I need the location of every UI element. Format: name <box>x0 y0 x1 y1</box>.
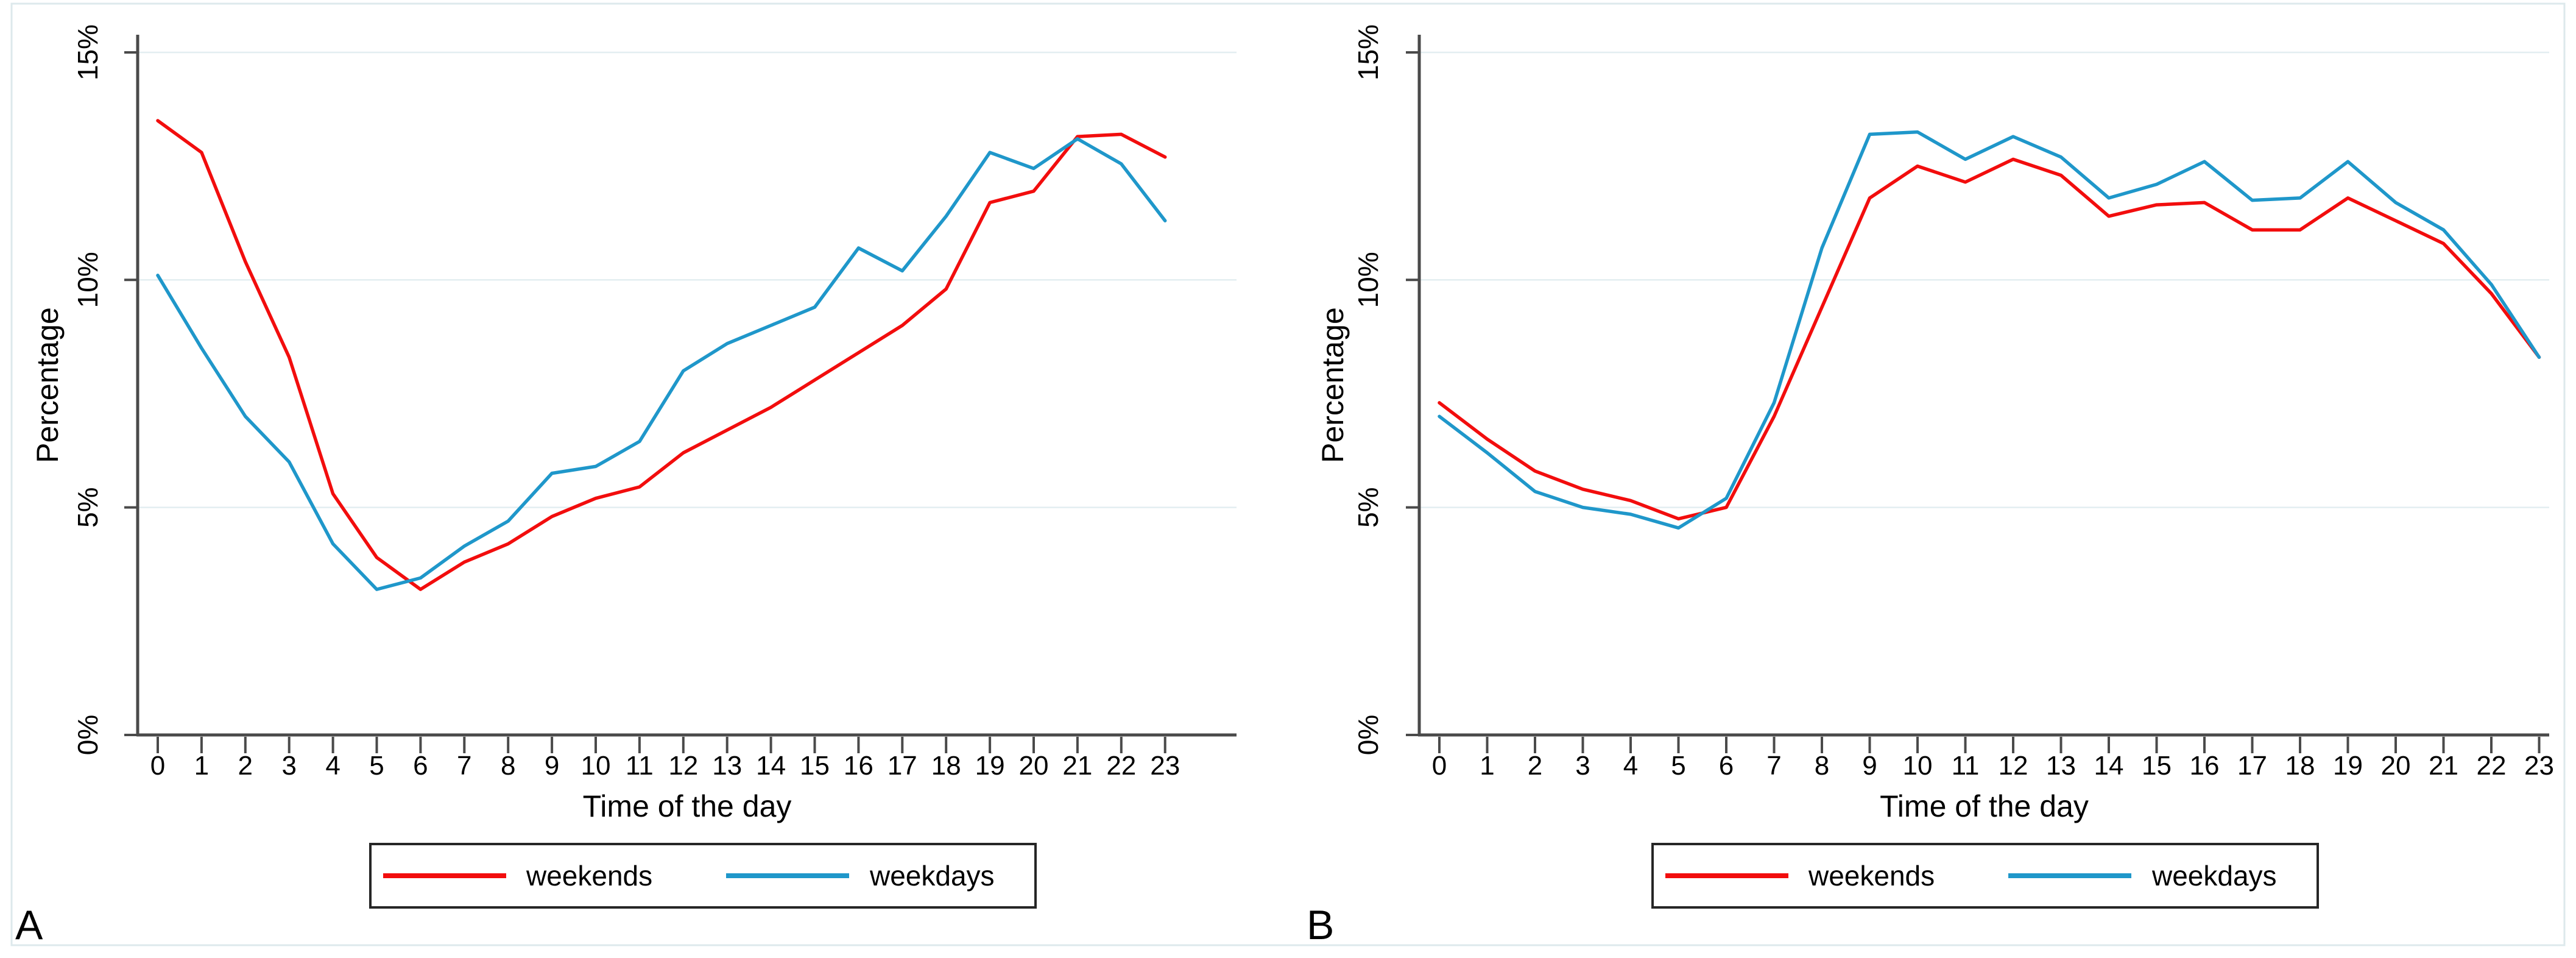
panel-b-legend-label-weekdays: weekdays <box>2151 860 2277 892</box>
panel-a-x-tick-label-0: 0 <box>150 751 165 781</box>
panel-a-x-tick-label-17: 17 <box>887 751 917 781</box>
panel-b-x-tick-label-8: 8 <box>1815 751 1829 781</box>
panel-b-x-tick-label-14: 14 <box>2094 751 2124 781</box>
panel-b-x-tick-label-5: 5 <box>1671 751 1685 781</box>
panel-a-x-tick-label-20: 20 <box>1019 751 1049 781</box>
panel-a-y-axis-title: Percentage <box>30 307 65 463</box>
panel-b-x-tick-label-19: 19 <box>2333 751 2363 781</box>
panel-b-line-weekends <box>1438 157 2541 521</box>
panel-b-x-tick-label-20: 20 <box>2381 751 2411 781</box>
panel-a-x-tick-label-5: 5 <box>369 751 384 781</box>
panel-a-y-tick-label-0: 0% <box>72 715 104 755</box>
panel-a-x-tick-label-21: 21 <box>1062 751 1092 781</box>
panel-a-line-weekends <box>156 119 1167 591</box>
panel-b-x-tick-label-1: 1 <box>1480 751 1494 781</box>
panel-b-x-tick-label-15: 15 <box>2142 751 2172 781</box>
panel-a-x-tick-label-14: 14 <box>756 751 786 781</box>
panel-a-x-tick-label-22: 22 <box>1106 751 1136 781</box>
panel-b-x-tick-label-4: 4 <box>1623 751 1638 781</box>
panel-b-x-tick-label-6: 6 <box>1719 751 1734 781</box>
figure-frame <box>10 2 2566 946</box>
panel-b-x-tick-label-3: 3 <box>1575 751 1590 781</box>
panel-b-x-tick-label-2: 2 <box>1528 751 1542 781</box>
panel-a-letter-label: A <box>15 902 43 948</box>
panel-a-x-tick-label-6: 6 <box>413 751 428 781</box>
panel-b-letter-label: B <box>1307 902 1334 948</box>
panel-a-x-tick-label-2: 2 <box>238 751 253 781</box>
panel-a-x-tick-label-15: 15 <box>800 751 830 781</box>
panel-a-y-tick-label-10: 10% <box>72 252 104 308</box>
panel-b-x-axis-title: Time of the day <box>1880 789 2089 823</box>
panel-b-x-tick-label-7: 7 <box>1766 751 1781 781</box>
panel-b-y-tick-label-0: 0% <box>1352 715 1384 755</box>
panel-b-x-tick-label-9: 9 <box>1862 751 1877 781</box>
panel-a-x-tick-label-1: 1 <box>194 751 209 781</box>
panel-b-legend-label-weekends: weekends <box>1808 860 1935 892</box>
panel-a-x-tick-label-9: 9 <box>545 751 559 781</box>
panel-b-x-tick-label-22: 22 <box>2477 751 2507 781</box>
panel-b-y-tick-label-10: 10% <box>1352 252 1384 308</box>
panel-a-line-weekdays <box>156 137 1167 591</box>
panel-a-x-tick-label-18: 18 <box>931 751 961 781</box>
panel-b-x-tick-label-11: 11 <box>1952 751 1980 781</box>
panel-a-legend-label-weekends: weekends <box>526 860 652 892</box>
panel-a-x-tick-label-23: 23 <box>1150 751 1180 781</box>
panel-a-y-tick-label-15: 15% <box>72 24 104 80</box>
panel-a-x-tick-label-3: 3 <box>281 751 296 781</box>
panel-a-x-tick-label-8: 8 <box>501 751 515 781</box>
panel-b-x-tick-label-10: 10 <box>1903 751 1933 781</box>
panel-b-x-tick-label-21: 21 <box>2429 751 2458 781</box>
panel-a-x-tick-label-19: 19 <box>975 751 1005 781</box>
panel-a-x-tick-label-4: 4 <box>325 751 340 781</box>
panel-b-y-axis-title: Percentage <box>1316 307 1350 463</box>
panel-b-x-tick-label-16: 16 <box>2190 751 2220 781</box>
panel-a-x-tick-label-16: 16 <box>844 751 873 781</box>
panel-a-legend-label-weekdays: weekdays <box>869 860 995 892</box>
panel-a-x-tick-label-12: 12 <box>668 751 698 781</box>
panel-b-line-weekdays <box>1438 130 2541 530</box>
panel-b-x-tick-label-18: 18 <box>2285 751 2315 781</box>
panel-b-x-tick-label-12: 12 <box>1999 751 2028 781</box>
panel-b-x-tick-label-17: 17 <box>2237 751 2267 781</box>
panel-a-x-tick-label-7: 7 <box>457 751 471 781</box>
panel-a-y-tick-label-5: 5% <box>72 487 104 527</box>
panel-a-x-tick-label-13: 13 <box>712 751 742 781</box>
panel-a-x-tick-label-10: 10 <box>581 751 611 781</box>
panel-a-x-tick-label-11: 11 <box>626 751 654 781</box>
panel-b-y-tick-label-5: 5% <box>1352 487 1384 527</box>
panel-b-x-tick-label-23: 23 <box>2524 751 2554 781</box>
panel-b-x-tick-label-13: 13 <box>2046 751 2076 781</box>
panel-b-y-tick-label-15: 15% <box>1352 24 1384 80</box>
panel-b-x-tick-label-0: 0 <box>1432 751 1447 781</box>
panel-a-x-axis-title: Time of the day <box>583 789 792 823</box>
